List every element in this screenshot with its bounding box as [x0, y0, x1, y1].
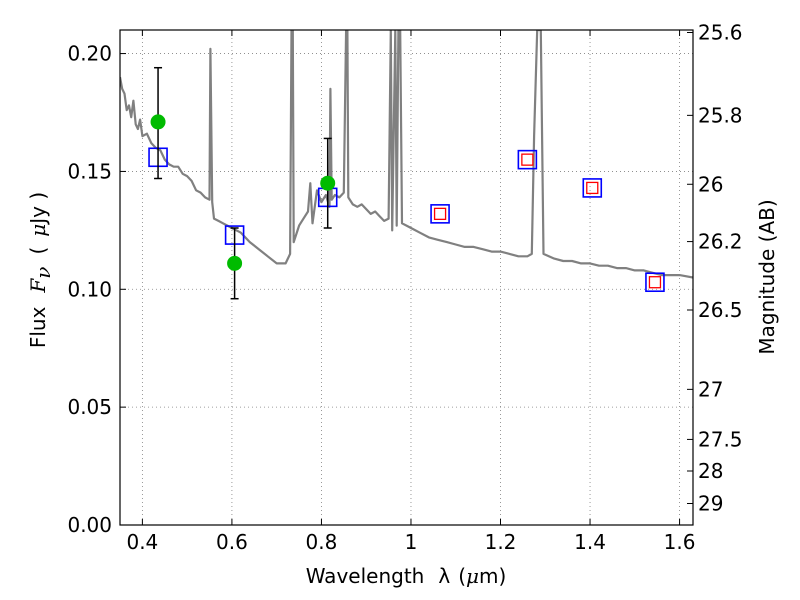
model-photometry-square: [582, 178, 603, 198]
y-tick-label: 0.15: [67, 159, 112, 183]
plot-frame: [119, 29, 694, 526]
observed-photometry-point: [150, 114, 166, 130]
y-tick-label: 0.00: [67, 513, 112, 537]
y2-tick-label: 26.2: [698, 230, 743, 254]
y-axis-label: Flux Fν ( μJy ): [26, 192, 55, 348]
y2-tick-label: 25.8: [698, 103, 743, 127]
y2-tick-label: 25.6: [698, 20, 743, 44]
y2-tick-label: 27.5: [698, 427, 743, 451]
y-tick-label: 0.10: [67, 277, 112, 301]
model-photometry-square: [517, 149, 538, 170]
photometry-small-square: [521, 153, 534, 166]
y2-tick-label: 29: [698, 492, 723, 516]
model-photometry-square: [430, 204, 450, 224]
observed-photometry-point: [320, 175, 336, 191]
y2-tick-label: 28: [698, 459, 723, 483]
x-tick-label: 0.6: [216, 530, 248, 554]
model-spectrum-line: [120, 30, 693, 279]
model-photometry-square: [645, 272, 665, 293]
y2-tick-label: 26.5: [698, 298, 743, 322]
x-tick-label: 1: [405, 530, 418, 554]
grid: [120, 30, 693, 525]
x-tick-label: 1.2: [485, 530, 517, 554]
axis-ticks: 0.4 0.6 0.8 1 1.2 1.4 1.6 0.00 0.05 0.10 0.15 0.20 2…: [67, 20, 742, 554]
x-tick-label: 0.4: [126, 530, 158, 554]
photometry-small-square: [648, 276, 662, 289]
y2-tick-label: 26: [698, 172, 723, 196]
x-tick-label: 1.4: [574, 530, 606, 554]
x-tick-label: 0.8: [306, 530, 338, 554]
observed-photometry-point: [227, 255, 243, 271]
x-axis-label: Wavelength λ (μm): [306, 564, 507, 588]
photometry-small-square: [433, 207, 447, 221]
y-tick-label: 0.05: [67, 395, 112, 419]
plot-area: [120, 30, 693, 300]
y2-axis-label: Magnitude (AB): [755, 199, 779, 354]
photometry-small-square: [586, 181, 599, 195]
y2-tick-label: 27: [698, 377, 723, 401]
y-tick-label: 0.20: [67, 42, 112, 66]
x-tick-label: 1.6: [664, 530, 696, 554]
